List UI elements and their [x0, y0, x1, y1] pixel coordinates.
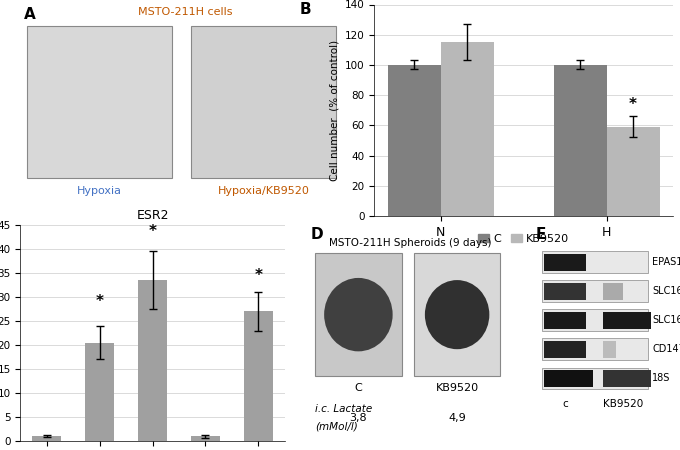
Bar: [191, 26, 336, 178]
Text: MSTO-211H cells: MSTO-211H cells: [137, 7, 232, 17]
Text: SLC16A3: SLC16A3: [652, 286, 680, 296]
Bar: [602, 370, 651, 387]
Bar: [33, 436, 61, 441]
Bar: [602, 283, 624, 300]
Text: c: c: [562, 399, 568, 409]
Text: *: *: [629, 97, 637, 112]
Text: CD147: CD147: [652, 344, 680, 354]
Bar: [541, 251, 648, 273]
Text: EPAS1: EPAS1: [652, 257, 680, 267]
Bar: [27, 26, 171, 178]
Text: *: *: [254, 268, 262, 283]
Bar: [414, 253, 500, 376]
Circle shape: [324, 278, 392, 351]
Text: D: D: [311, 227, 324, 242]
Bar: [545, 341, 586, 358]
Bar: [545, 254, 586, 270]
Bar: [602, 312, 651, 329]
Bar: [85, 342, 114, 441]
Text: (mMol/l): (mMol/l): [315, 422, 358, 432]
Circle shape: [425, 280, 490, 349]
Text: KB9520: KB9520: [436, 382, 479, 393]
Bar: [441, 42, 494, 216]
Text: 3,8: 3,8: [350, 413, 367, 423]
Text: KB9520: KB9520: [603, 399, 643, 409]
Bar: [541, 338, 648, 360]
Text: 4,9: 4,9: [448, 413, 466, 423]
Bar: [388, 65, 441, 216]
Text: C: C: [354, 382, 362, 393]
Bar: [191, 436, 220, 441]
Bar: [545, 370, 593, 387]
Text: MSTO-211H Spheroids (9 days): MSTO-211H Spheroids (9 days): [328, 238, 491, 248]
Text: 18S: 18S: [652, 374, 670, 383]
Bar: [541, 309, 648, 331]
Bar: [315, 253, 402, 376]
Title: ESR2: ESR2: [137, 209, 169, 222]
Text: B: B: [300, 2, 311, 18]
Legend: C, KB9520: C, KB9520: [474, 230, 574, 248]
Text: SLC16A1: SLC16A1: [652, 315, 680, 325]
Bar: [243, 311, 273, 441]
Bar: [138, 280, 167, 441]
Bar: [545, 312, 586, 329]
Text: A: A: [24, 7, 35, 22]
Text: E: E: [536, 227, 547, 242]
Bar: [602, 341, 616, 358]
Bar: [554, 65, 607, 216]
Text: Hypoxia: Hypoxia: [77, 186, 122, 196]
Text: *: *: [96, 294, 104, 309]
Bar: [545, 283, 586, 300]
Bar: [541, 368, 648, 389]
Text: i.c. Lactate: i.c. Lactate: [315, 404, 373, 414]
Text: Hypoxia/KB9520: Hypoxia/KB9520: [218, 186, 309, 196]
Bar: [607, 127, 660, 216]
Bar: [541, 280, 648, 302]
Y-axis label: Cell number  (% of control): Cell number (% of control): [329, 40, 339, 181]
Text: *: *: [149, 225, 156, 239]
